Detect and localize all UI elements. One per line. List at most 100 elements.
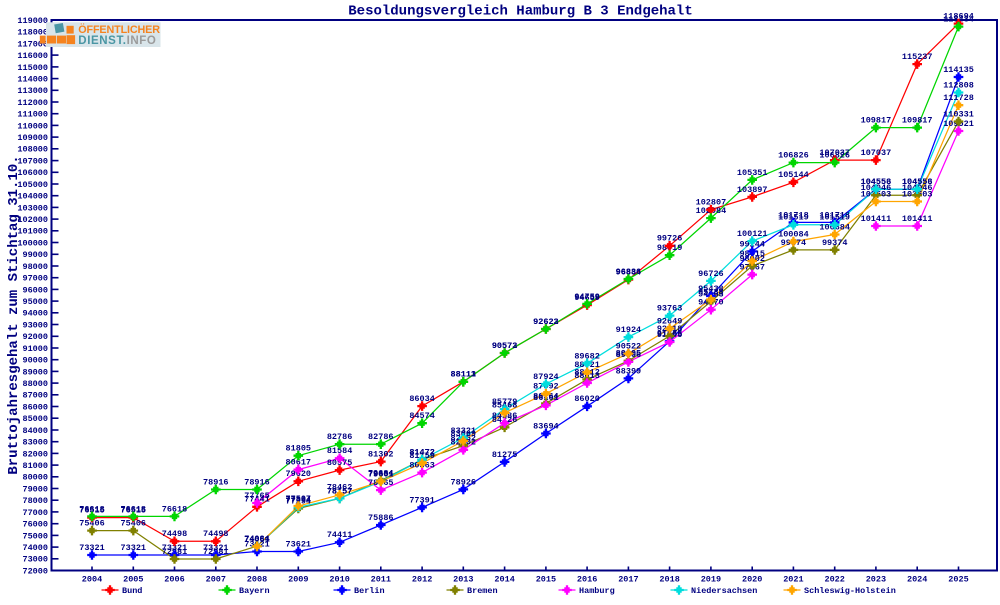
svg-text:2011: 2011 (371, 575, 391, 585)
svg-text:80000: 80000 (22, 473, 48, 483)
svg-text:90000: 90000 (22, 356, 48, 366)
svg-text:94659: 94659 (574, 293, 600, 303)
svg-text:76618: 76618 (79, 504, 105, 514)
svg-text:Besoldungsvergleich Hamburg B: Besoldungsvergleich Hamburg B 3 Endgehal… (348, 4, 692, 20)
svg-text:110331: 110331 (943, 109, 974, 119)
svg-text:96834: 96834 (616, 268, 642, 278)
svg-text:88113: 88113 (451, 370, 477, 380)
svg-text:88111: 88111 (451, 370, 477, 380)
svg-text:2010: 2010 (329, 575, 349, 585)
svg-text:109000: 109000 (17, 133, 48, 143)
svg-text:83000: 83000 (22, 438, 48, 448)
svg-text:107037: 107037 (819, 148, 850, 158)
svg-text:81805: 81805 (286, 444, 312, 454)
svg-text:113000: 113000 (17, 86, 48, 96)
svg-text:99726: 99726 (657, 234, 683, 244)
svg-text:100121: 100121 (737, 229, 768, 239)
svg-text:2021: 2021 (783, 575, 803, 585)
svg-text:91924: 91924 (616, 325, 642, 335)
svg-text:77394: 77394 (286, 495, 312, 505)
svg-text:2006: 2006 (164, 575, 184, 585)
svg-text:110000: 110000 (17, 121, 48, 131)
svg-text:106000: 106000 (17, 168, 48, 178)
svg-text:83321: 83321 (451, 426, 477, 436)
svg-text:101718: 101718 (778, 210, 809, 220)
svg-text:2023: 2023 (866, 575, 886, 585)
svg-text:105000: 105000 (17, 180, 48, 190)
svg-text:73000: 73000 (22, 555, 48, 565)
svg-text:91000: 91000 (22, 344, 48, 354)
svg-text:Berlin: Berlin (354, 586, 385, 596)
svg-text:97000: 97000 (22, 274, 48, 284)
svg-text:99000: 99000 (22, 250, 48, 260)
svg-text:90572: 90572 (492, 341, 518, 351)
svg-text:2018: 2018 (659, 575, 679, 585)
svg-text:94000: 94000 (22, 309, 48, 319)
svg-text:2017: 2017 (618, 575, 638, 585)
svg-text:73321: 73321 (203, 543, 229, 553)
svg-text:76000: 76000 (22, 520, 48, 530)
svg-text:82000: 82000 (22, 449, 48, 459)
svg-text:95438: 95438 (698, 284, 724, 294)
svg-text:2016: 2016 (577, 575, 597, 585)
svg-text:73321: 73321 (79, 543, 105, 553)
svg-text:2025: 2025 (948, 575, 968, 585)
svg-text:2022: 2022 (824, 575, 844, 585)
svg-text:76515: 76515 (121, 506, 147, 516)
svg-text:81472: 81472 (409, 448, 435, 458)
svg-text:115000: 115000 (17, 63, 48, 73)
svg-text:73321: 73321 (121, 543, 147, 553)
svg-text:81000: 81000 (22, 461, 48, 471)
svg-text:92000: 92000 (22, 332, 48, 342)
svg-text:78462: 78462 (327, 483, 353, 493)
svg-text:84574: 84574 (409, 411, 435, 421)
svg-text:96000: 96000 (22, 285, 48, 295)
svg-text:114000: 114000 (17, 75, 48, 85)
svg-text:84000: 84000 (22, 426, 48, 436)
svg-text:74498: 74498 (162, 529, 188, 539)
svg-text:DIENST.INFO: DIENST.INFO (78, 35, 156, 47)
svg-text:103897: 103897 (737, 185, 768, 195)
svg-text:103000: 103000 (17, 203, 48, 213)
svg-text:82786: 82786 (368, 432, 394, 442)
svg-text:2020: 2020 (742, 575, 762, 585)
svg-text:73321: 73321 (162, 543, 188, 553)
svg-text:118694: 118694 (943, 12, 974, 22)
svg-text:104556: 104556 (861, 177, 892, 187)
svg-text:72000: 72000 (22, 566, 48, 576)
svg-text:106826: 106826 (778, 151, 809, 161)
svg-text:86000: 86000 (22, 402, 48, 412)
svg-text:2005: 2005 (123, 575, 143, 585)
svg-text:105351: 105351 (737, 168, 768, 178)
svg-text:2012: 2012 (412, 575, 432, 585)
svg-text:105144: 105144 (778, 170, 809, 180)
svg-text:Niedersachsen: Niedersachsen (691, 586, 757, 596)
svg-text:79684: 79684 (368, 468, 394, 478)
svg-text:118000: 118000 (17, 28, 48, 38)
svg-text:114135: 114135 (943, 65, 974, 75)
svg-text:81302: 81302 (368, 450, 394, 460)
svg-text:77000: 77000 (22, 508, 48, 518)
svg-text:79000: 79000 (22, 484, 48, 494)
svg-text:104553: 104553 (861, 177, 892, 187)
svg-text:79601: 79601 (368, 469, 394, 479)
svg-text:85000: 85000 (22, 414, 48, 424)
svg-text:104000: 104000 (17, 192, 48, 202)
svg-text:76618: 76618 (162, 504, 188, 514)
svg-text:74061: 74061 (244, 534, 270, 544)
svg-text:101411: 101411 (861, 214, 892, 224)
svg-text:81472: 81472 (409, 448, 435, 458)
svg-text:ÖFFENTLICHER: ÖFFENTLICHER (78, 23, 160, 36)
svg-text:94759: 94759 (574, 292, 600, 302)
svg-text:93763: 93763 (657, 304, 683, 314)
svg-text:112808: 112808 (943, 80, 974, 90)
svg-text:101000: 101000 (17, 227, 48, 237)
svg-text:96886: 96886 (616, 267, 642, 277)
svg-text:109817: 109817 (902, 116, 933, 126)
svg-text:81584: 81584 (327, 446, 353, 456)
svg-text:2024: 2024 (907, 575, 927, 585)
svg-text:2013: 2013 (453, 575, 473, 585)
svg-text:111000: 111000 (17, 110, 48, 120)
svg-text:77765: 77765 (244, 491, 270, 501)
svg-text:2007: 2007 (206, 575, 226, 585)
